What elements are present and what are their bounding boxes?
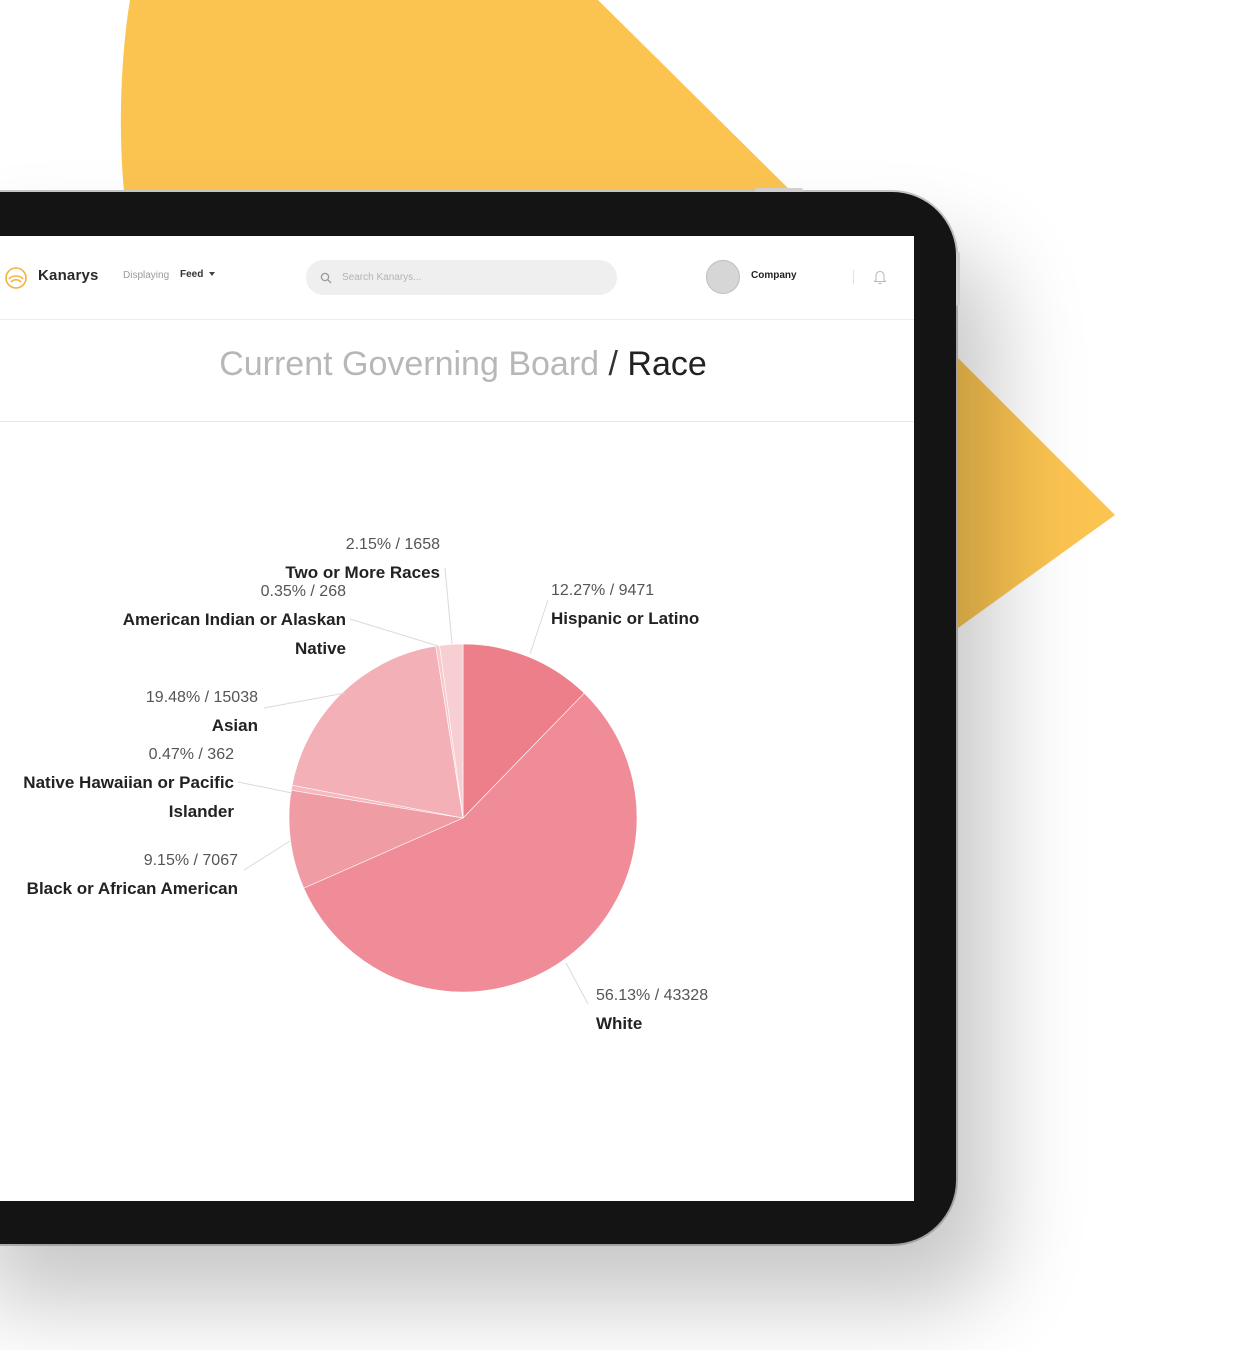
leader-line [565, 962, 589, 1005]
tablet-button-side [956, 252, 960, 306]
search-input[interactable] [340, 271, 594, 284]
slice-value-label: 2.15% / 1658 [346, 536, 440, 553]
divider [853, 270, 854, 284]
top-navigation-bar: Kanarys Displaying Feed Company [0, 236, 914, 320]
slice-value-label: 9.15% / 7067 [144, 852, 238, 869]
breadcrumb-separator: / [608, 345, 618, 383]
pie-slice[interactable] [288, 789, 465, 889]
slice-name-label: Two or More Races [285, 563, 440, 582]
slice-value-label: 19.48% / 15038 [146, 689, 258, 706]
slice-value-label: 56.13% / 43328 [596, 987, 708, 1004]
yellow-shape-right [958, 358, 1115, 628]
slice-name-label: Native Hawaiian or Pacific [23, 773, 234, 792]
leader-line [349, 618, 439, 647]
company-menu[interactable]: Company [751, 270, 797, 281]
slice-name-label: Islander [169, 802, 235, 821]
slice-name-label: Asian [212, 716, 258, 735]
slice-name-label: American Indian or Alaskan [123, 610, 346, 629]
pie-slice[interactable] [462, 643, 585, 819]
leader-line [263, 692, 346, 709]
displaying-label: Displaying [123, 270, 170, 281]
brand-name[interactable]: Kanarys [38, 267, 99, 284]
search-icon [320, 272, 332, 283]
yellow-shape-top [120, 0, 801, 200]
slice-name-label: White [596, 1014, 642, 1033]
chevron-down-icon [209, 272, 216, 277]
slice-value-label: 12.27% / 9471 [551, 582, 654, 599]
pie-slice[interactable] [303, 692, 638, 993]
pie-slice[interactable] [291, 645, 464, 819]
slice-value-label: 0.47% / 362 [149, 746, 235, 763]
app-screen: Kanarys Displaying Feed Company Current … [0, 236, 914, 1201]
bell-icon[interactable] [873, 269, 887, 285]
feed-dropdown-value: Feed [180, 269, 204, 280]
leader-line [444, 567, 453, 645]
slice-name-label: Black or African American [27, 879, 238, 898]
page-title: Current Governing Board / Race [0, 345, 914, 384]
race-pie-chart: 12.27% / 9471 Hispanic or Latino 56.13% / … [23, 536, 708, 1033]
feed-dropdown[interactable]: Feed [180, 269, 216, 280]
title-divider [0, 421, 914, 422]
slice-value-label: 0.35% / 268 [261, 583, 347, 600]
slice-name-label: Native [295, 639, 346, 658]
search-bar[interactable] [306, 260, 617, 295]
avatar[interactable] [706, 260, 740, 294]
leader-line [237, 781, 293, 794]
breadcrumb-parent[interactable]: Current Governing Board [219, 345, 600, 383]
tablet-button-top [755, 188, 803, 192]
breadcrumb-current: Race [627, 345, 707, 383]
leader-line [243, 840, 291, 871]
kanarys-logo-icon[interactable] [4, 266, 28, 290]
pie-slice[interactable] [439, 643, 464, 819]
slice-name-label: Hispanic or Latino [551, 609, 699, 628]
leader-line [529, 599, 549, 655]
